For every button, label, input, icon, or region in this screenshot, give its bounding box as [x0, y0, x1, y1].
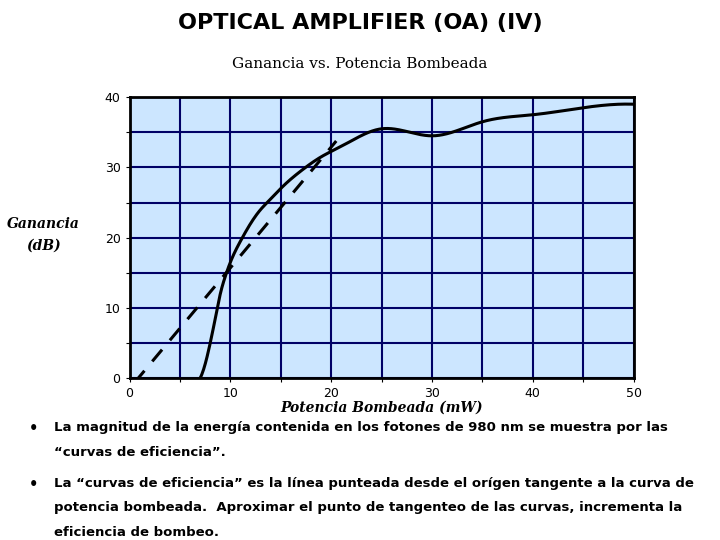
Text: potencia bombeada.  Aproximar el punto de tangenteo de las curvas, incrementa la: potencia bombeada. Aproximar el punto de…	[54, 501, 683, 515]
Text: Ganancia vs. Potencia Bombeada: Ganancia vs. Potencia Bombeada	[233, 57, 487, 71]
Text: “curvas de eficiencia”.: “curvas de eficiencia”.	[54, 446, 226, 458]
Text: La magnitud de la energía contenida en los fotones de 980 nm se muestra por las: La magnitud de la energía contenida en l…	[54, 421, 668, 434]
Text: eficiencia de bombeo.: eficiencia de bombeo.	[54, 526, 219, 539]
Text: •: •	[29, 421, 38, 436]
Text: La “curvas de eficiencia” es la línea punteada desde el orígen tangente a la cur: La “curvas de eficiencia” es la línea pu…	[54, 477, 694, 490]
Text: Potencia Bombeada (mW): Potencia Bombeada (mW)	[280, 401, 483, 415]
Text: Ganancia: Ganancia	[6, 217, 80, 231]
Text: OPTICAL AMPLIFIER (OA) (IV): OPTICAL AMPLIFIER (OA) (IV)	[178, 14, 542, 33]
Text: (dB): (dB)	[26, 239, 60, 253]
Text: •: •	[29, 477, 38, 492]
